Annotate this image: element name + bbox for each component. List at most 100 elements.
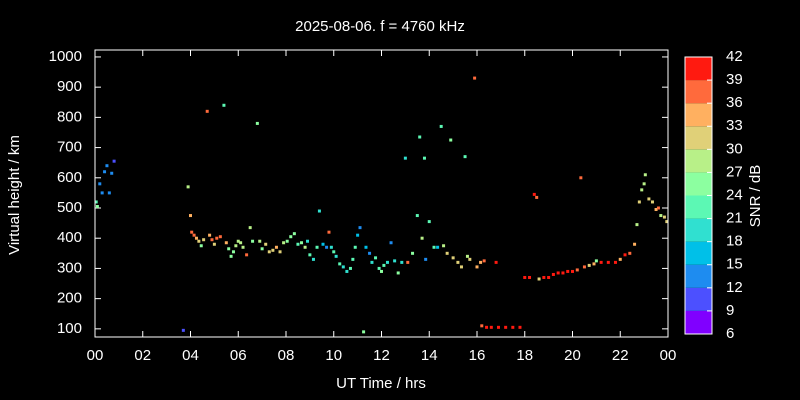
point <box>618 257 622 261</box>
point <box>656 206 660 210</box>
colorbar-band <box>685 172 712 196</box>
point <box>351 257 355 261</box>
point <box>380 269 383 273</box>
y-axis-label: Virtual height / km <box>6 135 23 255</box>
x-tick-label: 04 <box>182 347 199 364</box>
point <box>285 239 289 243</box>
point <box>334 254 338 258</box>
point <box>628 251 632 255</box>
point <box>292 232 296 236</box>
colorbar-band <box>685 103 712 127</box>
point <box>374 256 378 260</box>
point <box>94 200 98 204</box>
point <box>643 173 647 177</box>
point <box>197 239 201 243</box>
x-tick-label: 00 <box>87 347 104 364</box>
point <box>260 247 264 251</box>
point <box>258 239 262 243</box>
point <box>633 242 637 246</box>
point <box>418 135 422 139</box>
y-tick-label: 200 <box>57 290 82 307</box>
point <box>518 325 522 329</box>
point <box>662 215 666 219</box>
colorbar-band <box>685 264 712 288</box>
y-tick-label: 400 <box>57 229 82 246</box>
point <box>282 241 286 245</box>
point <box>420 236 424 240</box>
point <box>245 253 249 257</box>
colorbar-label: SNR / dB <box>747 165 764 228</box>
point <box>100 191 104 195</box>
point <box>637 200 641 204</box>
point <box>353 245 357 249</box>
point <box>659 214 663 218</box>
point <box>199 244 203 248</box>
point <box>523 275 527 279</box>
point <box>239 241 243 245</box>
point <box>445 251 449 255</box>
point <box>551 272 555 276</box>
point <box>406 260 410 264</box>
point <box>592 262 596 266</box>
x-tick-label: 14 <box>421 347 438 364</box>
colorbar-tick-label: 9 <box>726 302 734 319</box>
point <box>389 241 393 245</box>
colorbar-tick-label: 6 <box>726 325 734 342</box>
point <box>181 328 185 332</box>
point <box>194 236 198 240</box>
point <box>215 236 219 240</box>
colorbar-tick-label: 15 <box>726 256 743 273</box>
point <box>432 245 436 249</box>
point <box>403 156 407 160</box>
point <box>479 260 483 264</box>
point <box>338 262 342 266</box>
point <box>613 260 617 264</box>
point <box>103 170 107 174</box>
point <box>427 220 431 224</box>
y-tick-label: 700 <box>57 139 82 156</box>
point <box>327 230 331 234</box>
point <box>308 253 312 257</box>
colorbar-tick-label: 27 <box>726 163 743 180</box>
point <box>566 269 570 273</box>
point <box>456 260 460 264</box>
point <box>489 325 493 329</box>
y-tick-label: 100 <box>57 320 82 337</box>
point <box>105 164 109 168</box>
point <box>107 191 111 195</box>
point <box>382 263 386 267</box>
point <box>582 265 586 269</box>
x-tick-label: 08 <box>278 347 295 364</box>
point <box>468 257 472 261</box>
point <box>202 238 206 242</box>
point <box>278 250 282 254</box>
point <box>227 247 231 251</box>
point <box>465 254 469 258</box>
colorbar-band <box>685 310 712 334</box>
y-tick-label: 600 <box>57 169 82 186</box>
point <box>436 245 440 249</box>
point <box>654 208 658 212</box>
point <box>362 330 366 334</box>
point <box>317 209 321 213</box>
point <box>368 251 372 255</box>
point <box>303 245 307 249</box>
colorbar-band <box>685 80 712 104</box>
point <box>396 271 400 275</box>
point <box>234 244 238 248</box>
point <box>422 156 426 160</box>
point <box>571 269 574 273</box>
point <box>190 230 194 234</box>
point <box>192 233 196 237</box>
point <box>251 239 255 243</box>
colorbar-band <box>685 241 712 265</box>
point <box>400 260 404 264</box>
point <box>647 197 651 201</box>
point <box>623 253 627 257</box>
colorbar-band <box>685 195 712 219</box>
x-tick-label: 22 <box>612 347 629 364</box>
point <box>112 159 116 163</box>
point <box>599 260 603 264</box>
